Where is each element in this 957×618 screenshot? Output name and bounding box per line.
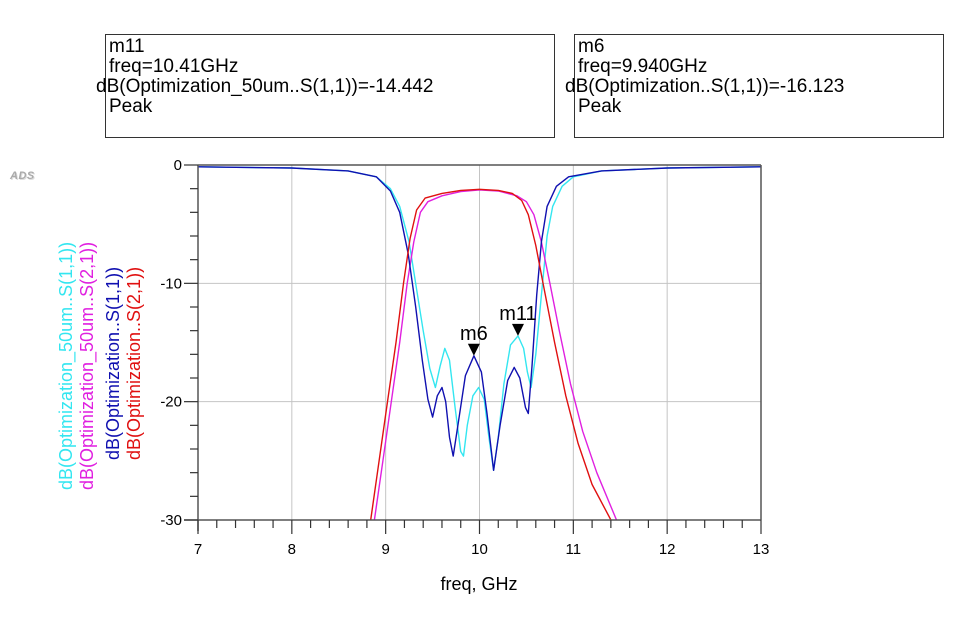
marker-value: dB(Optimization..S(1,1))=-16.123 [565, 76, 845, 97]
marker-readout-m6[interactable]: m6 freq=9.940GHz dB(Optimization..S(1,1)… [565, 34, 944, 138]
x-tick-label: 9 [381, 541, 389, 558]
x-tick-label: 8 [288, 541, 296, 558]
marker-mode: Peak [578, 96, 622, 117]
y-tick-label: -30 [160, 512, 182, 529]
marker-freq: freq=9.940GHz [578, 56, 708, 77]
y-tick-label: -10 [160, 275, 182, 292]
legend: dB(Optimization_50um..S(1,1)) dB(Optimiza… [56, 242, 144, 490]
legend-entry: dB(Optimization..S(1,1)) [103, 267, 123, 460]
x-tick-label: 7 [194, 541, 202, 558]
marker-triangle-icon [511, 323, 524, 336]
marker-triangle-icon [467, 343, 480, 356]
legend-entry: dB(Optimization_50um..S(1,1)) [56, 242, 77, 490]
axes [184, 164, 762, 534]
x-axis-title: freq, GHz [440, 574, 517, 594]
x-tick-label: 11 [566, 541, 582, 558]
x-tick-label: 13 [753, 541, 770, 558]
x-tick-label: 10 [471, 541, 488, 558]
series-lines [198, 166, 761, 520]
marker-mode: Peak [109, 96, 153, 117]
marker-label: m11 [499, 303, 536, 325]
marker-readout-m11[interactable]: m11 freq=10.41GHz dB(Optimization_50um..… [96, 34, 555, 138]
y-tick-label: 0 [174, 157, 182, 174]
legend-entry: dB(Optimization..S(2,1)) [124, 267, 144, 460]
ads-logo: ADS [10, 170, 35, 182]
series-line-s21_50um [373, 189, 618, 520]
marker-label: m6 [460, 323, 488, 345]
x-tick-label: 12 [659, 541, 676, 558]
marker-value: dB(Optimization_50um..S(1,1))=-14.442 [96, 76, 434, 97]
grid-lines [198, 165, 761, 520]
legend-entry: dB(Optimization_50um..S(2,1)) [77, 242, 98, 490]
marker-freq: freq=10.41GHz [109, 56, 239, 77]
series-line-s21_opt [370, 188, 612, 520]
plot-markers: m11 m6 [460, 303, 537, 356]
y-tick-label: -20 [160, 394, 182, 411]
tick-labels: 7 8 9 10 11 12 13 0 -10 -20 -30 [160, 157, 769, 558]
marker-name: m6 [578, 36, 605, 57]
marker-name: m11 [109, 36, 145, 57]
